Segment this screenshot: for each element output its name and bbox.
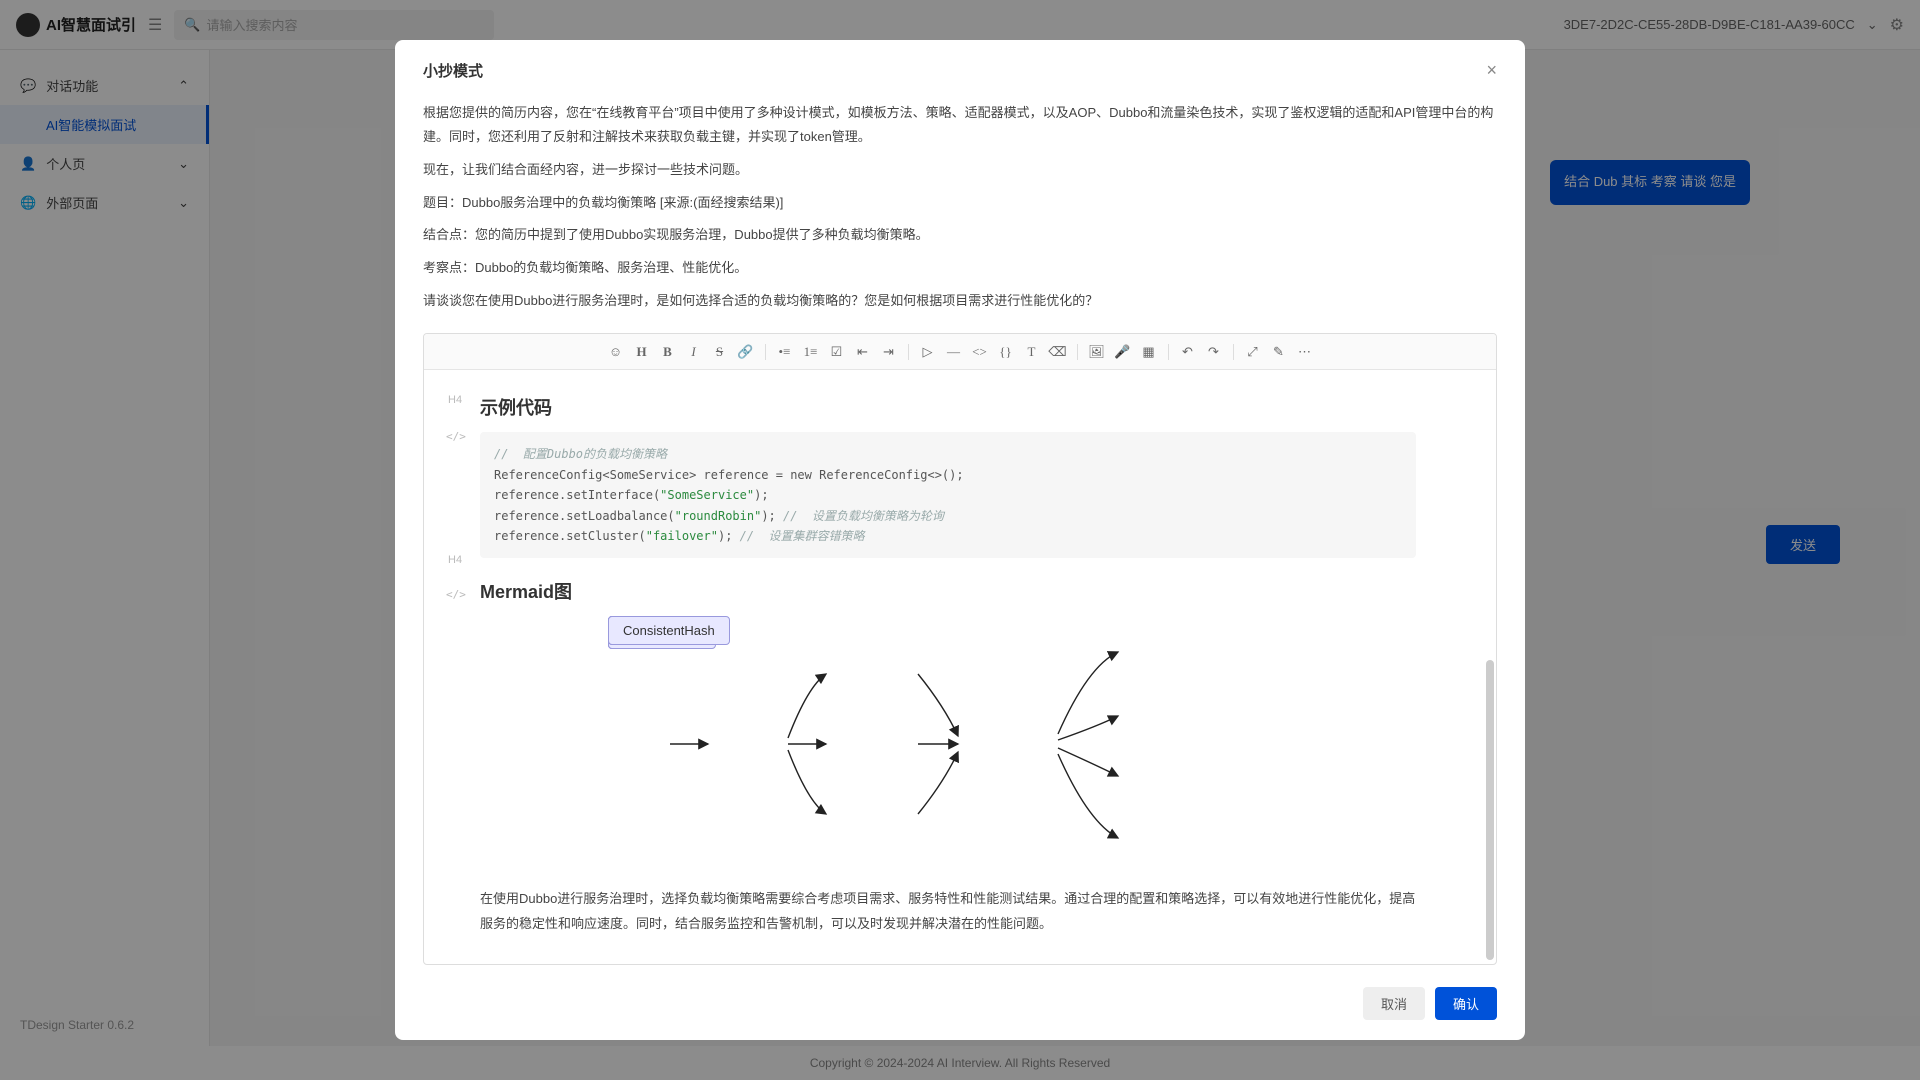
- quote-icon[interactable]: ▷: [917, 341, 939, 363]
- codeblock-icon[interactable]: {}: [995, 341, 1017, 363]
- modal-paragraph: 现在，让我们结合面经内容，进一步探讨一些技术问题。: [423, 158, 1497, 183]
- checklist-icon[interactable]: ☑: [826, 341, 848, 363]
- indent-icon[interactable]: ⇥: [878, 341, 900, 363]
- editor: ☺ H B I S 🔗 •≡ 1≡ ☑ ⇤ ⇥ ▷ — <> {} T ⌫: [423, 333, 1497, 965]
- cancel-button[interactable]: 取消: [1363, 987, 1425, 1020]
- code-gutter-label: </>: [446, 588, 466, 601]
- modal: 小抄模式 × 根据您提供的简历内容，您在“在线教育平台”项目中使用了多种设计模式…: [395, 40, 1525, 1041]
- italic-icon[interactable]: I: [683, 341, 705, 363]
- clear-icon[interactable]: ⌫: [1047, 341, 1069, 363]
- redo-icon[interactable]: ↷: [1203, 341, 1225, 363]
- strike-icon[interactable]: S: [709, 341, 731, 363]
- outdent-icon[interactable]: ⇤: [852, 341, 874, 363]
- ok-button[interactable]: 确认: [1435, 987, 1497, 1020]
- scrollbar[interactable]: [1486, 660, 1494, 960]
- modal-paragraph: 结合点：您的简历中提到了使用Dubbo实现服务治理，Dubbo提供了多种负载均衡…: [423, 223, 1497, 248]
- modal-body: 根据您提供的简历内容，您在“在线教育平台”项目中使用了多种设计模式，如模板方法、…: [395, 89, 1525, 334]
- mic-icon[interactable]: 🎤: [1112, 341, 1134, 363]
- expand-icon[interactable]: ⤢: [1242, 341, 1264, 363]
- modal-paragraph: 根据您提供的简历内容，您在“在线教育平台”项目中使用了多种设计模式，如模板方法、…: [423, 101, 1497, 150]
- mermaid-diagram: 客户端 Dubbo服务 服务提供者1 服务提供者2 服务提供者3 负载均衡策略 …: [608, 616, 1288, 871]
- code-gutter-label: </>: [446, 430, 466, 443]
- more-icon[interactable]: ⋯: [1294, 341, 1316, 363]
- code-icon[interactable]: <>: [969, 341, 991, 363]
- h4-gutter-label: H4: [448, 394, 462, 406]
- diagram-node-consistenthash: ConsistentHash: [608, 616, 730, 645]
- image-icon[interactable]: 🖼: [1086, 341, 1108, 363]
- emoji-icon[interactable]: ☺: [605, 341, 627, 363]
- link-icon[interactable]: 🔗: [735, 341, 757, 363]
- edit-icon[interactable]: ✎: [1268, 341, 1290, 363]
- hr-icon[interactable]: —: [943, 341, 965, 363]
- modal-paragraph: 考察点：Dubbo的负载均衡策略、服务治理、性能优化。: [423, 256, 1497, 281]
- heading-icon[interactable]: H: [631, 341, 653, 363]
- modal-paragraph: 题目：Dubbo服务治理中的负载均衡策略 [来源:(面经搜索结果)]: [423, 191, 1497, 216]
- editor-toolbar: ☺ H B I S 🔗 •≡ 1≡ ☑ ⇤ ⇥ ▷ — <> {} T ⌫: [424, 334, 1496, 370]
- table-icon[interactable]: ▦: [1138, 341, 1160, 363]
- heading-mermaid: Mermaid图: [480, 578, 1416, 604]
- h4-gutter-label: H4: [448, 554, 462, 566]
- close-icon[interactable]: ×: [1486, 60, 1497, 81]
- heading-example-code: 示例代码: [480, 394, 1416, 420]
- editor-closing-paragraph: 在使用Dubbo进行服务治理时，选择负载均衡策略需要综合考虑项目需求、服务特性和…: [480, 887, 1416, 936]
- editor-content[interactable]: H4 示例代码 </> // 配置Dubbo的负载均衡策略 ReferenceC…: [424, 370, 1496, 964]
- ol-icon[interactable]: 1≡: [800, 341, 822, 363]
- ul-icon[interactable]: •≡: [774, 341, 796, 363]
- bold-icon[interactable]: B: [657, 341, 679, 363]
- modal-paragraph: 请谈谈您在使用Dubbo进行服务治理时，是如何选择合适的负载均衡策略的？您是如何…: [423, 289, 1497, 314]
- text-icon[interactable]: T: [1021, 341, 1043, 363]
- undo-icon[interactable]: ↶: [1177, 341, 1199, 363]
- modal-title: 小抄模式: [423, 60, 483, 81]
- diagram-edges: [608, 616, 1288, 871]
- code-block: // 配置Dubbo的负载均衡策略 ReferenceConfig<SomeSe…: [480, 432, 1416, 558]
- modal-overlay[interactable]: 小抄模式 × 根据您提供的简历内容，您在“在线教育平台”项目中使用了多种设计模式…: [0, 0, 1920, 1080]
